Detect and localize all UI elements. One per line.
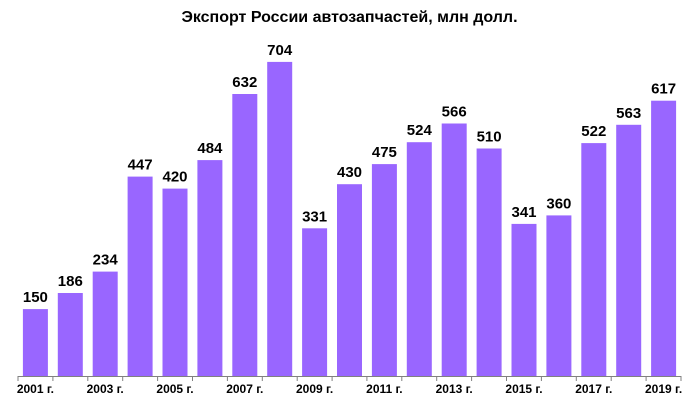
bar-2005 (162, 188, 188, 376)
x-tick-label: 2017 г. (575, 382, 612, 396)
bar-2016 (546, 215, 572, 376)
value-label: 524 (407, 122, 433, 139)
value-label: 704 (267, 42, 293, 59)
value-label: 341 (511, 204, 536, 221)
bar-2017 (581, 143, 607, 376)
value-label: 632 (232, 74, 257, 91)
bar-2008 (267, 61, 293, 377)
bar-2011 (371, 164, 397, 376)
x-tick-label: 2003 г. (87, 382, 124, 396)
bars-group (22, 61, 677, 377)
x-tick-label: 2011 г. (366, 382, 403, 396)
bar-2015 (511, 223, 537, 376)
value-label: 186 (58, 273, 83, 290)
value-label: 563 (616, 105, 641, 122)
bar-2001 (22, 309, 48, 376)
value-label: 522 (581, 123, 606, 140)
x-tick-label: 2019 г. (645, 382, 682, 396)
value-label: 331 (302, 208, 327, 225)
x-tick-label: 2009 г. (296, 382, 333, 396)
value-label: 447 (128, 157, 153, 174)
bar-2014 (476, 148, 502, 376)
value-label: 617 (651, 81, 676, 98)
x-tick-label: 2005 г. (156, 382, 193, 396)
bar-2003 (92, 271, 118, 376)
value-labels-group: 150 186 234 447 420 484 632 704 331 430 475 524 566 5… (23, 42, 676, 306)
bar-2004 (127, 176, 153, 376)
bar-2002 (57, 293, 83, 376)
value-label: 150 (23, 289, 48, 306)
bar-2019 (651, 100, 677, 376)
value-label: 234 (93, 252, 119, 269)
value-label: 360 (546, 195, 571, 212)
bar-2006 (197, 160, 223, 376)
x-tick-label: 2001 г. (17, 382, 54, 396)
bar-2009 (302, 228, 328, 376)
x-tick-label: 2007 г. (226, 382, 263, 396)
value-label: 484 (197, 140, 223, 157)
bar-2013 (441, 123, 467, 376)
value-label: 510 (477, 129, 502, 146)
bar-2012 (406, 142, 432, 376)
bar-2007 (232, 94, 258, 376)
value-label: 430 (337, 164, 362, 181)
x-tick-label: 2013 г. (436, 382, 473, 396)
value-label: 475 (372, 144, 397, 161)
bar-2010 (337, 184, 362, 376)
value-label: 420 (162, 169, 187, 186)
x-tick-label: 2015 г. (505, 382, 542, 396)
x-axis: 2001 г. 2003 г. 2005 г. 2007 г. 2009 г. 2011 … (17, 376, 682, 396)
chart-title: Экспорт России автозапчастей, млн долл. (181, 9, 518, 26)
bar-2018 (616, 124, 642, 376)
value-label: 566 (442, 104, 467, 121)
